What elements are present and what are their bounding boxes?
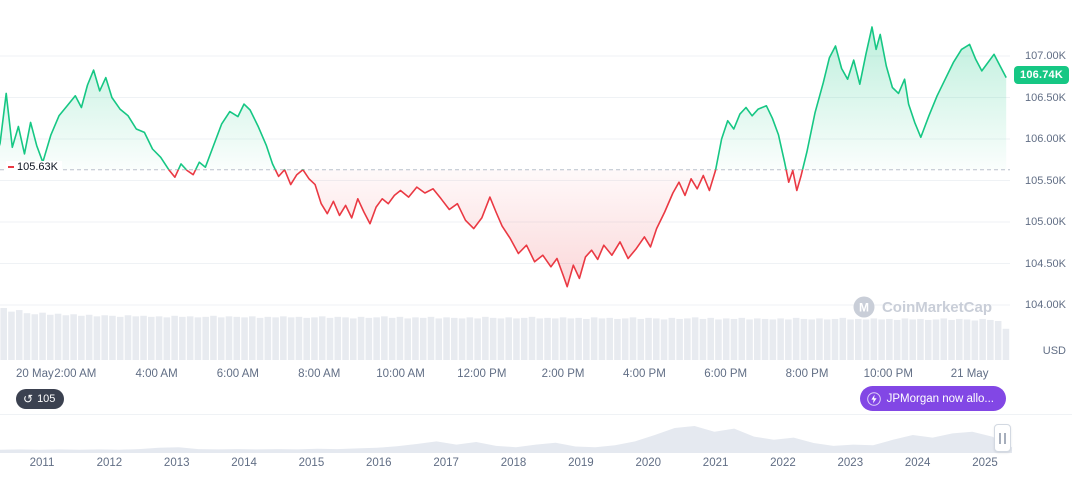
navigator-handle-grip	[999, 432, 1001, 444]
currency-label: USD	[1042, 345, 1066, 357]
year-label: 2018	[500, 457, 527, 469]
news-badge[interactable]: JPMorgan now allo...	[859, 386, 1006, 411]
y-axis-tick-label: 105.00K	[1025, 216, 1066, 228]
watermark-text: CoinMarketCap	[881, 298, 992, 316]
x-axis-tick-label: 21 May	[950, 368, 989, 380]
baseline-price-value: 105.63K	[17, 161, 58, 173]
coinmarketcap-logo-icon: M	[853, 296, 875, 318]
history-clock-icon: ↺	[23, 392, 34, 406]
year-label: 2011	[29, 457, 55, 469]
y-axis-tick-label: 105.50K	[1025, 174, 1066, 187]
x-axis-tick-label: 12:00 PM	[457, 368, 507, 380]
news-badge-label: JPMorgan now allo...	[886, 392, 994, 405]
x-axis-tick-label: 4:00 AM	[135, 368, 178, 380]
baseline-marker	[8, 166, 14, 168]
x-axis-tick-label: 8:00 AM	[298, 368, 341, 380]
year-label: 2022	[770, 457, 796, 469]
year-label: 2012	[96, 457, 123, 469]
year-axis: 2011 2012 2013 2014 2015 2016 2017 2018 2019 2020…	[0, 453, 1072, 475]
year-label: 2023	[837, 457, 864, 469]
x-axis-tick-label: 20 May	[16, 368, 54, 380]
history-count: 105	[37, 393, 56, 405]
year-label: 2021	[702, 457, 729, 469]
lightning-icon	[866, 391, 881, 406]
x-axis-tick-label: 6:00 PM	[704, 368, 748, 380]
x-axis-tick-label: 10:00 AM	[376, 368, 425, 380]
year-label: 2025	[972, 457, 998, 469]
year-label: 2019	[568, 457, 594, 469]
x-axis-tick-label: 8:00 PM	[785, 368, 829, 380]
y-axis-tick-label: 104.50K	[1025, 257, 1066, 270]
year-label: 2016	[366, 457, 392, 469]
y-axis-tick-label: 106.50K	[1025, 91, 1066, 104]
badges-row: ↺ 105 JPMorgan now allo...	[0, 386, 1072, 414]
coinmarketcap-watermark: M CoinMarketCap	[853, 296, 992, 318]
navigator-resize-handle[interactable]	[994, 424, 1011, 452]
y-axis-tick-label: 107.00K	[1025, 50, 1066, 62]
year-label: 2024	[904, 457, 931, 469]
year-label: 2014	[231, 457, 257, 469]
year-label: 2020	[635, 457, 662, 469]
timeline-minichart[interactable]	[0, 417, 1072, 453]
y-axis-tick-label: 104.00K	[1025, 299, 1066, 311]
svg-text:M: M	[859, 301, 869, 315]
year-label: 2013	[163, 457, 190, 469]
timeline-navigator[interactable]: 2011 2012 2013 2014 2015 2016 2017 2018 2019 2020…	[0, 414, 1072, 477]
history-badge[interactable]: ↺ 105	[16, 389, 65, 409]
navigator-handle-grip	[1004, 432, 1006, 444]
x-axis-tick-label: 2:00 PM	[541, 368, 585, 380]
price-chart[interactable]: 107.00K 106.50K 106.00K 105.50K 105.00K 104.5…	[0, 0, 1072, 362]
y-axis-tick-label: 106.00K	[1025, 133, 1066, 145]
year-label: 2017	[433, 457, 459, 469]
year-label: 2015	[298, 457, 325, 469]
x-axis-tick-label: 10:00 PM	[863, 368, 913, 380]
x-axis-tick-label: 2:00 AM	[54, 368, 97, 380]
price-chart-canvas[interactable]	[0, 0, 1072, 362]
baseline-price-label: 105.63K	[6, 161, 62, 173]
current-price-badge: 106.74K	[1014, 66, 1069, 84]
x-axis-tick-label: 4:00 PM	[622, 368, 666, 380]
x-axis: 20 May 2:00 AM 4:00 AM 6:00 AM 8:00 AM 10:00 …	[0, 362, 1072, 386]
x-axis-tick-label: 6:00 AM	[216, 368, 259, 380]
